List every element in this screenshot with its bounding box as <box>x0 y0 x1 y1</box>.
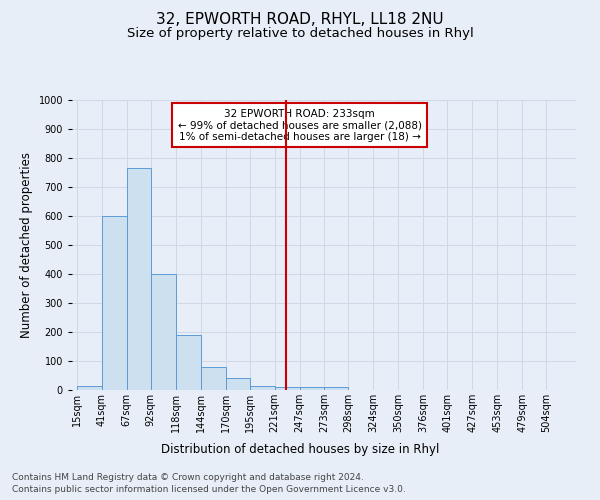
Bar <box>176 335 200 390</box>
Text: Contains public sector information licensed under the Open Government Licence v3: Contains public sector information licen… <box>12 485 406 494</box>
Text: Contains HM Land Registry data © Crown copyright and database right 2024.: Contains HM Land Registry data © Crown c… <box>12 472 364 482</box>
Y-axis label: Number of detached properties: Number of detached properties <box>20 152 33 338</box>
Bar <box>299 387 325 390</box>
Bar <box>102 216 127 390</box>
Text: 32, EPWORTH ROAD, RHYL, LL18 2NU: 32, EPWORTH ROAD, RHYL, LL18 2NU <box>156 12 444 28</box>
Bar <box>250 386 275 390</box>
Bar <box>200 368 226 390</box>
Bar <box>151 274 176 390</box>
Bar <box>325 387 349 390</box>
Bar <box>77 386 102 390</box>
Bar <box>127 168 151 390</box>
Bar <box>275 387 299 390</box>
Text: Distribution of detached houses by size in Rhyl: Distribution of detached houses by size … <box>161 442 439 456</box>
Text: Size of property relative to detached houses in Rhyl: Size of property relative to detached ho… <box>127 28 473 40</box>
Bar <box>226 378 250 390</box>
Text: 32 EPWORTH ROAD: 233sqm
← 99% of detached houses are smaller (2,088)
1% of semi-: 32 EPWORTH ROAD: 233sqm ← 99% of detache… <box>178 108 422 142</box>
